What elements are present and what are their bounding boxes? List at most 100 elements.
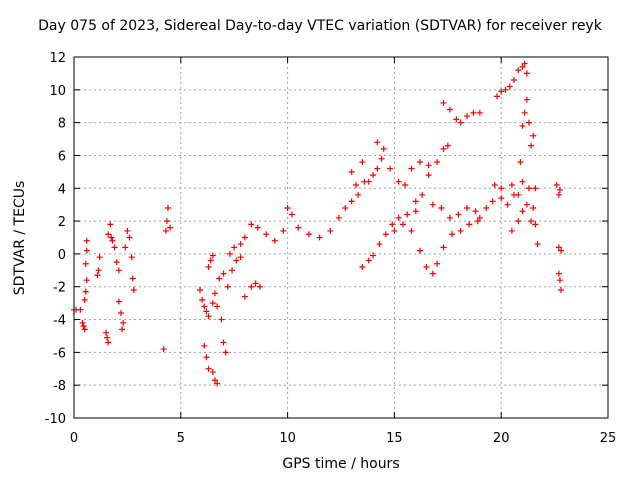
data-point	[256, 283, 263, 290]
data-point	[464, 113, 471, 120]
data-point	[556, 277, 563, 284]
data-point	[77, 306, 84, 313]
data-point	[438, 204, 445, 211]
data-point	[425, 172, 432, 179]
data-point	[252, 280, 259, 287]
data-point	[429, 270, 436, 277]
data-point	[83, 247, 90, 254]
data-point	[370, 172, 377, 179]
data-point	[248, 221, 255, 228]
data-point	[455, 211, 462, 218]
data-point	[558, 287, 565, 294]
data-point	[226, 250, 233, 257]
data-point	[530, 132, 537, 139]
data-point	[197, 287, 204, 294]
data-point	[408, 227, 415, 234]
data-points	[71, 60, 565, 387]
data-point	[105, 339, 112, 346]
data-point	[201, 303, 208, 310]
data-point	[359, 264, 366, 271]
data-point	[457, 227, 464, 234]
data-point	[553, 181, 560, 188]
x-tick-label: 25	[600, 431, 617, 446]
data-point	[434, 260, 441, 267]
data-point	[214, 303, 221, 310]
data-point	[395, 214, 402, 221]
data-point	[508, 181, 515, 188]
data-point	[378, 155, 385, 162]
data-point	[404, 211, 411, 218]
data-point	[498, 195, 505, 202]
data-point	[555, 191, 562, 198]
data-point	[523, 201, 530, 208]
data-point	[79, 319, 86, 326]
data-point	[491, 181, 498, 188]
data-point	[248, 283, 255, 290]
y-tick-label: -10	[45, 412, 66, 427]
data-point	[399, 221, 406, 228]
data-point	[556, 186, 563, 193]
data-point	[160, 346, 167, 353]
data-point	[124, 227, 131, 234]
data-point	[352, 181, 359, 188]
data-point	[203, 308, 210, 315]
data-point	[425, 162, 432, 169]
data-point	[519, 178, 526, 185]
data-point	[224, 283, 231, 290]
data-point	[365, 257, 372, 264]
data-point	[440, 244, 447, 251]
data-point	[241, 234, 248, 241]
data-point	[453, 116, 460, 123]
data-point	[498, 185, 505, 192]
data-point	[528, 142, 535, 149]
data-point	[295, 224, 302, 231]
data-point	[113, 259, 120, 266]
data-point	[519, 208, 526, 215]
data-point	[348, 198, 355, 205]
data-point	[402, 181, 409, 188]
data-point	[82, 288, 89, 295]
data-point	[271, 237, 278, 244]
y-tick-label: 6	[58, 149, 66, 164]
data-point	[83, 237, 90, 244]
data-point	[506, 83, 513, 90]
data-point	[493, 93, 500, 100]
data-point	[128, 254, 135, 261]
data-point	[446, 214, 453, 221]
data-point	[209, 252, 216, 259]
data-point	[111, 244, 118, 251]
x-tick-label: 15	[386, 431, 403, 446]
y-tick-label: 0	[58, 248, 66, 263]
data-point	[120, 319, 127, 326]
data-point	[417, 159, 424, 166]
x-tick-label: 0	[70, 431, 78, 446]
data-point	[558, 247, 565, 254]
data-point	[199, 296, 206, 303]
data-point	[104, 334, 111, 341]
data-point	[483, 204, 490, 211]
data-point	[525, 185, 532, 192]
y-tick-label: 10	[49, 84, 66, 99]
data-point	[515, 218, 522, 225]
data-point	[457, 119, 464, 126]
data-point	[201, 342, 208, 349]
data-point	[205, 264, 212, 271]
data-point	[359, 159, 366, 166]
data-point	[81, 296, 88, 303]
data-point	[530, 204, 537, 211]
data-point	[335, 214, 342, 221]
data-point	[96, 254, 103, 261]
data-point	[523, 96, 530, 103]
data-point	[126, 234, 133, 241]
data-point	[203, 354, 210, 361]
data-point	[214, 380, 221, 387]
data-point	[216, 275, 223, 282]
data-point	[389, 221, 396, 228]
data-point	[429, 201, 436, 208]
data-point	[555, 270, 562, 277]
data-point	[498, 88, 505, 95]
data-point	[504, 201, 511, 208]
data-point	[115, 298, 122, 305]
x-axis-label: GPS time / hours	[282, 456, 400, 472]
data-point	[82, 260, 89, 267]
